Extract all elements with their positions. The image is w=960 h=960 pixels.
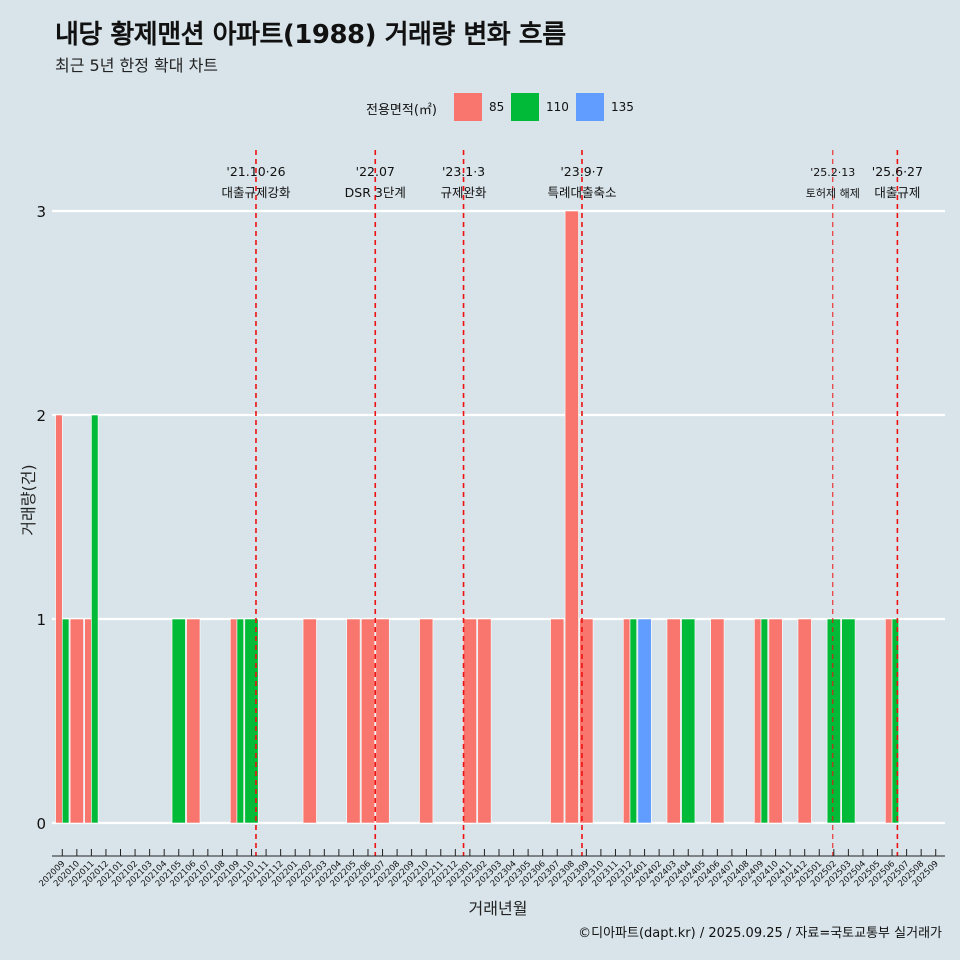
bar-202506-110 bbox=[891, 618, 900, 824]
event-date-label: '21.10·26 bbox=[226, 164, 285, 179]
bar-202309-85 bbox=[579, 618, 594, 824]
legend-key-110 bbox=[511, 93, 539, 121]
event-date-label: '25.6·27 bbox=[872, 164, 923, 179]
grid-lines bbox=[52, 209, 945, 825]
y-tick-label: 3 bbox=[36, 203, 46, 221]
event-name-label: 토허제 해제 bbox=[806, 186, 860, 200]
bar-202205-85 bbox=[346, 618, 361, 824]
legend-label-135: 135 bbox=[611, 100, 634, 114]
bar-202105-110 bbox=[171, 618, 186, 824]
chart-subtitle: 최근 5년 한정 확대 차트 bbox=[55, 56, 219, 75]
bar-202401-135 bbox=[637, 618, 652, 824]
legend: 전용면적(㎡) 85 110 135 bbox=[0, 93, 960, 121]
bar-202109-110 bbox=[236, 618, 244, 824]
bar-202409-110 bbox=[760, 618, 769, 824]
bar-202210-85 bbox=[419, 618, 434, 824]
caption: ©디아파트(dapt.kr) / 2025.09.25 / 자료=국토교통부 실… bbox=[578, 926, 942, 941]
bar-202206-85 bbox=[360, 618, 375, 824]
event-name-label: DSR 3단계 bbox=[345, 185, 406, 200]
bar-202302-85 bbox=[477, 618, 492, 824]
bar-202010-85 bbox=[69, 618, 84, 824]
y-tick-label: 2 bbox=[36, 407, 46, 425]
bar-202308-85 bbox=[564, 210, 579, 824]
bar-202202-85 bbox=[302, 618, 317, 824]
bar-202506-85 bbox=[885, 618, 893, 824]
bar-202502-110 bbox=[826, 618, 841, 824]
legend-title: 전용면적(㎡) bbox=[366, 103, 437, 118]
bar-202307-85 bbox=[550, 618, 565, 824]
event-name-label: 규제완화 bbox=[441, 185, 488, 200]
bar-202410-85 bbox=[768, 618, 783, 824]
legend-label-85: 85 bbox=[489, 100, 505, 114]
bar-202403-85 bbox=[666, 618, 681, 824]
bar-202404-110 bbox=[681, 618, 696, 824]
y-tick-label: 1 bbox=[36, 611, 46, 629]
bar-202109-85 bbox=[229, 618, 238, 824]
event-name-label: 대출규제강화 bbox=[221, 185, 291, 200]
event-date-label: '23.9·7 bbox=[560, 164, 603, 179]
bar-202106-85 bbox=[186, 618, 201, 824]
legend-label-110: 110 bbox=[546, 100, 569, 114]
chart-title: 내당 황제맨션 아파트(1988) 거래량 변화 흐름 bbox=[55, 20, 566, 50]
event-date-label: '22.07 bbox=[356, 164, 395, 179]
bars bbox=[55, 210, 900, 824]
bar-202312-85 bbox=[623, 618, 631, 824]
y-tick-label: 0 bbox=[36, 815, 46, 833]
x-axis-label: 거래년월 bbox=[469, 899, 528, 918]
bar-202503-110 bbox=[841, 618, 856, 824]
bar-202409-85 bbox=[754, 618, 762, 824]
bar-202312-110 bbox=[629, 618, 638, 824]
bar-202011-85 bbox=[84, 618, 92, 824]
bar-202009-110 bbox=[61, 618, 70, 824]
bar-202406-85 bbox=[710, 618, 725, 824]
bar-202412-85 bbox=[797, 618, 812, 824]
bar-202009-85 bbox=[55, 414, 63, 824]
event-name-label: 대출규제 bbox=[874, 185, 920, 200]
legend-key-85 bbox=[454, 93, 482, 121]
event-date-label: '25.2·13 bbox=[810, 166, 855, 179]
legend-key-135 bbox=[576, 93, 604, 121]
bar-202207-85 bbox=[375, 618, 390, 824]
event-name-label: 특례대출축소 bbox=[547, 185, 616, 200]
bar-202301-85 bbox=[462, 618, 477, 824]
event-date-label: '23.1·3 bbox=[442, 164, 485, 179]
bar-202110-110 bbox=[244, 618, 259, 824]
bar-202011-110 bbox=[91, 414, 99, 824]
event-lines: '21.10·26 대출규제강화 '22.07 DSR 3단계 '23.1·3 규제완화 '… bbox=[221, 150, 923, 856]
y-axis-label: 거래량(건) bbox=[19, 464, 38, 535]
